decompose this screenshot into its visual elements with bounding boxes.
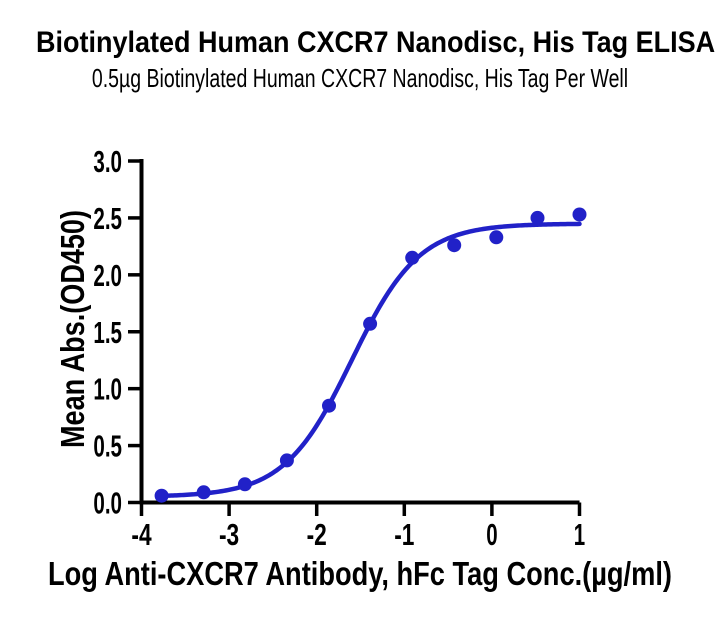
x-tick-label: 1 — [574, 517, 585, 552]
x-axis-title: Log Anti-CXCR7 Antibody, hFc Tag Conc.(µ… — [48, 555, 672, 592]
x-tick-label: -1 — [394, 517, 414, 552]
data-point — [572, 207, 587, 222]
chart-title: Biotinylated Human CXCR7 Nanodisc, His T… — [36, 26, 716, 59]
data-point — [363, 316, 378, 331]
data-point — [196, 485, 211, 500]
y-tick-label: 1.5 — [93, 315, 122, 350]
x-tick-label: -4 — [131, 517, 152, 552]
fit-curve — [156, 221, 582, 499]
y-tick-label: 1.0 — [93, 372, 122, 407]
y-tick-label: 2.5 — [93, 201, 122, 236]
chart-subtitle: 0.5µg Biotinylated Human CXCR7 Nanodisc,… — [91, 63, 629, 93]
x-tick-label: -3 — [219, 517, 239, 552]
data-point — [530, 210, 545, 225]
y-tick-label: 3.0 — [93, 144, 122, 179]
axes: -4 -3 -2 -1 0 1 0.0 0.5 1.0 1.5 2.0 2.5 3.0 — [93, 144, 585, 552]
series-anti-cxcr7 — [154, 207, 587, 503]
data-point — [405, 250, 420, 265]
data-point — [237, 477, 252, 492]
data-point — [322, 398, 336, 413]
data-point — [447, 238, 462, 253]
data-point — [489, 230, 504, 245]
y-tick-label: 0.5 — [93, 429, 122, 464]
x-tick-label: -2 — [307, 517, 327, 552]
y-tick-label: 0.0 — [93, 486, 122, 521]
y-tick-label: 2.0 — [93, 258, 122, 293]
data-point — [154, 488, 169, 503]
y-axis-title: Mean Abs.(OD450) — [54, 210, 91, 448]
x-tick-label: 0 — [486, 517, 497, 552]
data-point — [279, 453, 294, 468]
